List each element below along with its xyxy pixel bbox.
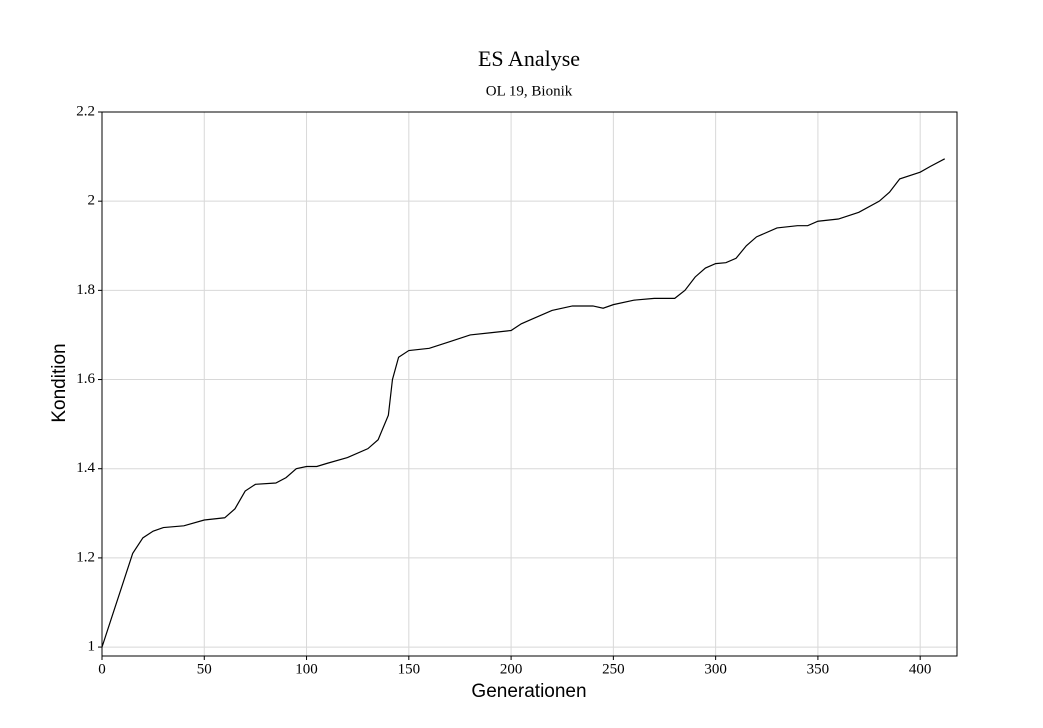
y-tick-label: 1.6 [76, 371, 95, 387]
plot-frame [101, 111, 958, 657]
data-line [101, 158, 946, 648]
x-tick-label: 200 [500, 661, 523, 677]
x-axis-label: Generationen [471, 681, 586, 702]
x-tick-label: 300 [704, 661, 727, 677]
x-tick-label: 0 [98, 661, 106, 677]
chart-subtitle: OL 19, Bionik [486, 83, 573, 99]
y-tick-label: 1.8 [76, 282, 95, 298]
y-tick-label: 1.4 [76, 460, 95, 476]
y-axis-label: Kondition [49, 343, 70, 422]
x-tick-label: 250 [602, 661, 625, 677]
y-tick-label: 2 [88, 193, 96, 209]
y-tick-label: 1 [88, 639, 96, 655]
y-tick-label: 2.2 [76, 103, 95, 119]
x-tick-label: 50 [197, 661, 212, 677]
x-tick-label: 150 [398, 661, 421, 677]
y-tick-label: 1.2 [76, 549, 95, 565]
x-tick-label: 350 [807, 661, 830, 677]
x-tick-label: 400 [909, 661, 932, 677]
chart-title: ES Analyse [478, 46, 580, 71]
x-tick-label: 100 [295, 661, 318, 677]
